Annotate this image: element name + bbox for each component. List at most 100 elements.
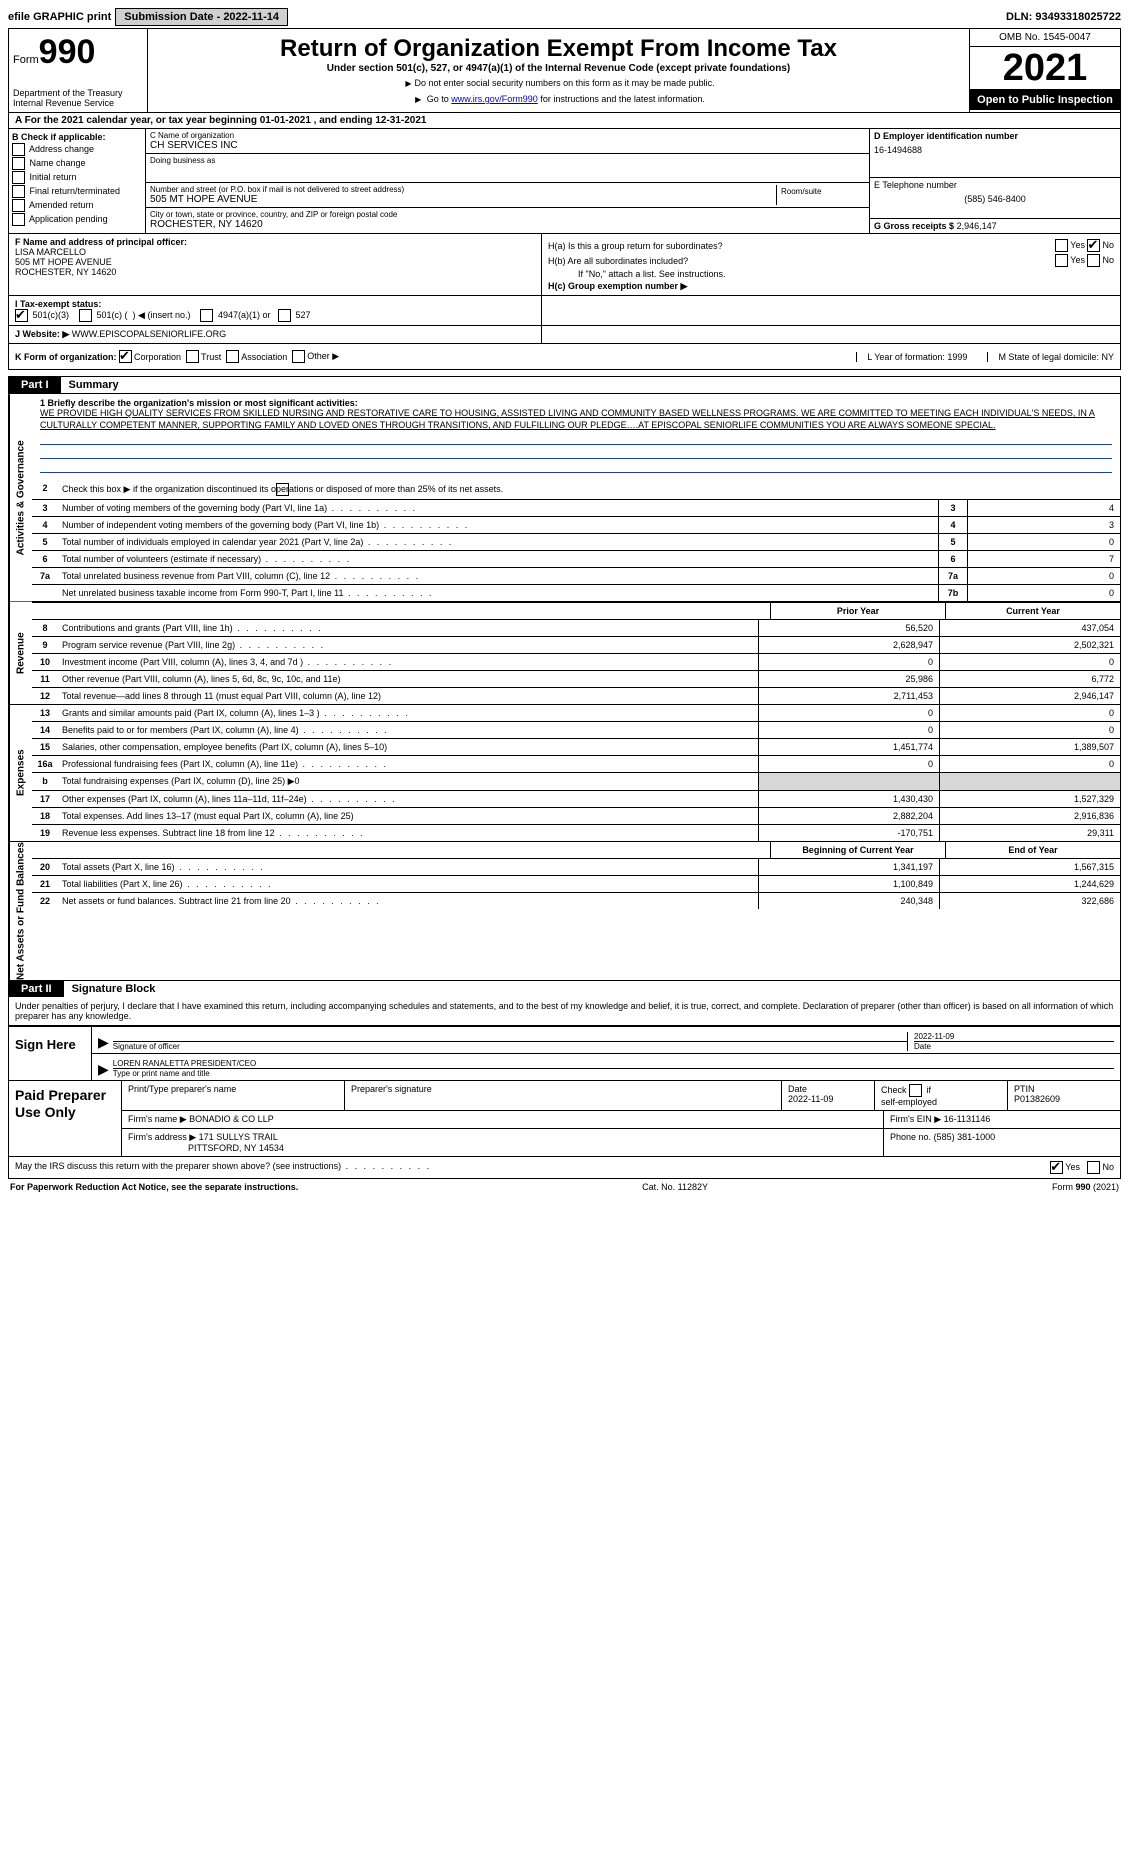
arrow-icon: ▶ bbox=[98, 1061, 109, 1078]
firm-addr1: 171 SULLYS TRAIL bbox=[199, 1132, 278, 1142]
prep-sig-hdr: Preparer's signature bbox=[345, 1081, 782, 1110]
firm-phone: (585) 381-1000 bbox=[934, 1132, 996, 1142]
form-number: 990 bbox=[39, 33, 96, 71]
submission-date: Submission Date - 2022-11-14 bbox=[115, 8, 288, 26]
officer-label: F Name and address of principal officer: bbox=[15, 237, 535, 247]
chk-association[interactable] bbox=[226, 350, 239, 363]
dept-treasury: Department of the Treasury bbox=[13, 88, 143, 98]
vtab-revenue: Revenue bbox=[9, 602, 32, 704]
line7a-val: 0 bbox=[967, 568, 1120, 584]
tel-value: (585) 546-8400 bbox=[874, 194, 1116, 204]
line7b-text: Net unrelated business taxable income fr… bbox=[58, 585, 938, 601]
footer-right: Form 990 (2021) bbox=[1052, 1182, 1119, 1192]
form-title: Return of Organization Exempt From Incom… bbox=[152, 33, 965, 63]
hdr-begin-year: Beginning of Current Year bbox=[770, 842, 945, 858]
chk-line2[interactable] bbox=[276, 483, 289, 496]
org-name-label: C Name of organization bbox=[150, 131, 865, 140]
omb-number: OMB No. 1545-0047 bbox=[970, 29, 1120, 47]
chk-initial-return[interactable] bbox=[12, 171, 25, 184]
perjury-text: Under penalties of perjury, I declare th… bbox=[8, 997, 1121, 1026]
line8-text: Contributions and grants (Part VIII, lin… bbox=[58, 620, 758, 636]
sig-date: 2022-11-09 bbox=[914, 1032, 1114, 1041]
ptin-val: P01382609 bbox=[1014, 1094, 1060, 1104]
paid-preparer-label: Paid Preparer Use Only bbox=[9, 1081, 121, 1156]
line3-val: 4 bbox=[967, 500, 1120, 516]
chk-application-pending[interactable] bbox=[12, 213, 25, 226]
may-no[interactable] bbox=[1087, 1161, 1100, 1174]
tel-label: E Telephone number bbox=[874, 180, 1116, 190]
room-suite-label: Room/suite bbox=[777, 185, 865, 205]
col-b-label: B Check if applicable: bbox=[12, 132, 142, 142]
footer-left: For Paperwork Reduction Act Notice, see … bbox=[10, 1182, 298, 1192]
hdr-end-year: End of Year bbox=[945, 842, 1120, 858]
chk-amended-return[interactable] bbox=[12, 199, 25, 212]
chk-other[interactable] bbox=[292, 350, 305, 363]
ptin-hdr: PTIN bbox=[1014, 1084, 1035, 1094]
state-domicile: M State of legal domicile: NY bbox=[987, 352, 1114, 362]
website-label: J Website: ▶ bbox=[15, 329, 69, 339]
line16a-prior: 0 bbox=[758, 756, 939, 772]
chk-self-employed[interactable] bbox=[909, 1084, 922, 1097]
part1-header: Part I Summary bbox=[8, 376, 1121, 393]
ha-yes[interactable] bbox=[1055, 239, 1068, 252]
part2-header: Part II Signature Block bbox=[8, 981, 1121, 997]
chk-corporation[interactable] bbox=[119, 350, 132, 363]
chk-trust[interactable] bbox=[186, 350, 199, 363]
chk-address-change[interactable] bbox=[12, 143, 25, 156]
gross-label: G Gross receipts $ bbox=[874, 221, 954, 231]
part2-tab: Part II bbox=[9, 981, 64, 997]
line20-curr: 1,567,315 bbox=[939, 859, 1120, 875]
line14-prior: 0 bbox=[758, 722, 939, 738]
line9-curr: 2,502,321 bbox=[939, 637, 1120, 653]
vtab-governance: Activities & Governance bbox=[9, 394, 32, 601]
arrow-icon: ▶ bbox=[98, 1034, 109, 1051]
tax-status-opts: 501(c)(3) 501(c) ( ) ◀ (insert no.) 4947… bbox=[33, 310, 311, 320]
row-a-period: A For the 2021 calendar year, or tax yea… bbox=[8, 112, 1121, 128]
vtab-expenses: Expenses bbox=[9, 705, 32, 841]
hdr-prior-year: Prior Year bbox=[770, 603, 945, 619]
ein-label: D Employer identification number bbox=[874, 131, 1116, 141]
ha-no[interactable] bbox=[1087, 239, 1100, 252]
row-i-right bbox=[542, 296, 554, 325]
hb-no[interactable] bbox=[1087, 254, 1100, 267]
may-yes[interactable] bbox=[1050, 1161, 1063, 1174]
hb-yes[interactable] bbox=[1055, 254, 1068, 267]
line22-prior: 240,348 bbox=[758, 893, 939, 909]
line9-prior: 2,628,947 bbox=[758, 637, 939, 653]
blank-line bbox=[40, 434, 1112, 445]
may-irs-row: May the IRS discuss this return with the… bbox=[8, 1157, 1121, 1179]
ha-label: H(a) Is this a group return for subordin… bbox=[548, 241, 723, 251]
dln: DLN: 93493318025722 bbox=[1006, 11, 1121, 23]
ein-value: 16-1494688 bbox=[874, 145, 1116, 155]
part1-tab: Part I bbox=[9, 377, 61, 393]
line17-prior: 1,430,430 bbox=[758, 791, 939, 807]
header-left: Form990 Department of the Treasury Inter… bbox=[9, 29, 148, 112]
chk-name-change[interactable] bbox=[12, 157, 25, 170]
vtab-netassets: Net Assets or Fund Balances bbox=[9, 842, 32, 980]
hdr-current-year: Current Year bbox=[945, 603, 1120, 619]
header-center: Return of Organization Exempt From Incom… bbox=[148, 29, 969, 112]
form-org-label: K Form of organization: bbox=[15, 352, 117, 362]
firm-addr-label: Firm's address ▶ bbox=[128, 1132, 196, 1142]
line12-curr: 2,946,147 bbox=[939, 688, 1120, 704]
addr-value: 505 MT HOPE AVENUE bbox=[150, 194, 776, 205]
line13-curr: 0 bbox=[939, 705, 1120, 721]
line21-curr: 1,244,629 bbox=[939, 876, 1120, 892]
chk-final-return[interactable] bbox=[12, 185, 25, 198]
prep-date-val: 2022-11-09 bbox=[788, 1094, 833, 1104]
sign-block: Sign Here ▶ Signature of officer 2022-11… bbox=[8, 1026, 1121, 1081]
part2-title: Signature Block bbox=[64, 981, 164, 997]
chk-501c3[interactable] bbox=[15, 309, 28, 322]
col-d: D Employer identification number 16-1494… bbox=[869, 129, 1120, 233]
line5-text: Total number of individuals employed in … bbox=[58, 534, 938, 550]
line16a-curr: 0 bbox=[939, 756, 1120, 772]
irs-link[interactable]: www.irs.gov/Form990 bbox=[451, 94, 538, 104]
line16b-curr bbox=[939, 773, 1120, 790]
line4-val: 3 bbox=[967, 517, 1120, 533]
line15-curr: 1,389,507 bbox=[939, 739, 1120, 755]
line19-prior: -170,751 bbox=[758, 825, 939, 841]
website-value: WWW.EPISCOPALSENIORLIFE.ORG bbox=[72, 329, 226, 339]
line16b-prior bbox=[758, 773, 939, 790]
line19-text: Revenue less expenses. Subtract line 18 … bbox=[58, 825, 758, 841]
form-label: Form bbox=[13, 54, 39, 66]
